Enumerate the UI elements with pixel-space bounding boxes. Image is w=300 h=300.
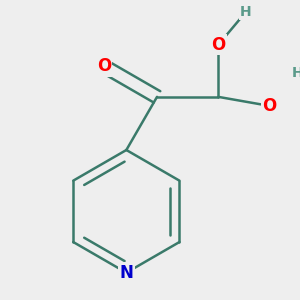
Text: H: H bbox=[240, 5, 252, 19]
Text: H: H bbox=[292, 66, 300, 80]
Text: O: O bbox=[211, 36, 226, 54]
Text: O: O bbox=[262, 97, 277, 115]
Text: N: N bbox=[119, 264, 133, 282]
Text: O: O bbox=[97, 57, 111, 75]
